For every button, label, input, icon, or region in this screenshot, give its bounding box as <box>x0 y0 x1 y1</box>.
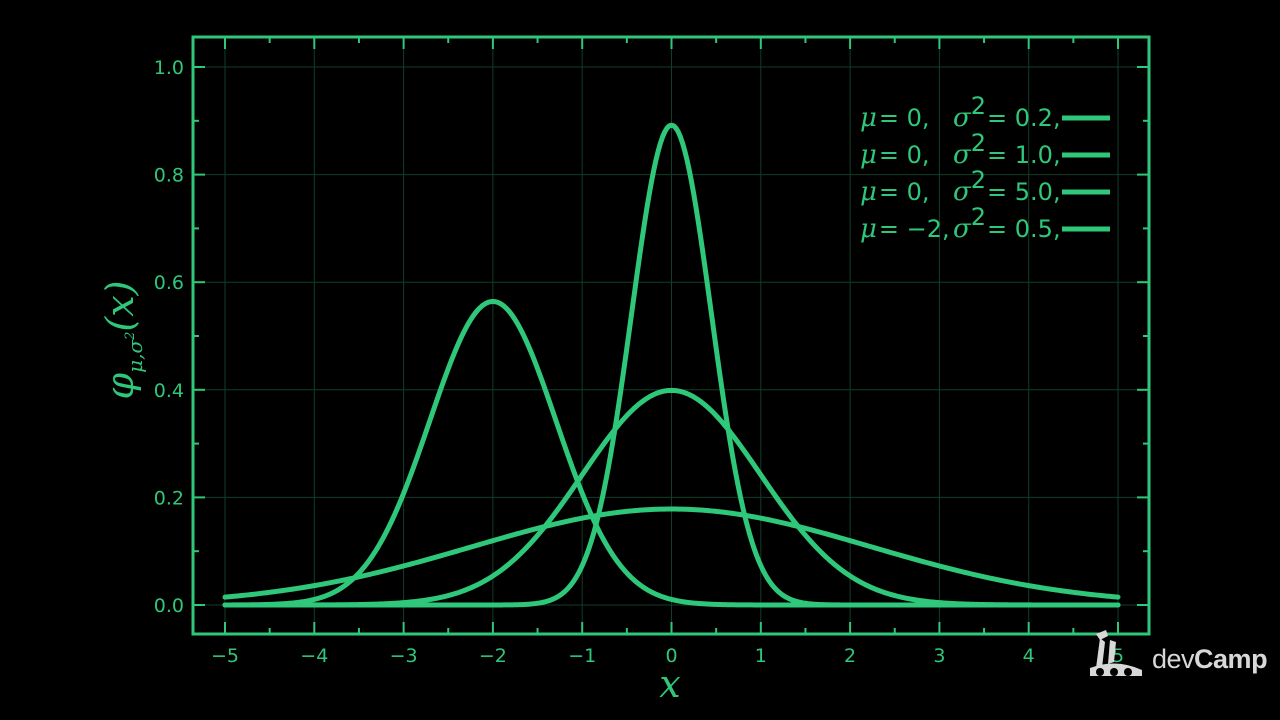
y-tick-labels: 0.0 0.2 0.4 0.6 0.8 1.0 <box>154 57 184 617</box>
legend-entry: μ= −2, σ2= 0.5, <box>860 203 1110 244</box>
y-axis-title-sub-sep: , <box>123 354 147 360</box>
y-axis-title-sub-sigma: σ <box>123 339 147 354</box>
x-tick-label: 1 <box>755 645 767 667</box>
legend-entry: μ= 0, σ2= 0.2, <box>860 92 1110 133</box>
devcamp-icon <box>1090 630 1142 676</box>
y-tick-label: 0.2 <box>154 487 184 509</box>
x-tick-label: 3 <box>933 645 945 667</box>
x-tick-label: 4 <box>1023 645 1035 667</box>
legend-sigma-label: σ2= 1.0, <box>953 129 1061 170</box>
x-tick-label: 0 <box>665 645 677 667</box>
legend-sigma-value: = 0.2, <box>987 104 1061 132</box>
legend-mu-value: = −2, <box>879 215 950 243</box>
x-tick-label: −5 <box>211 645 239 667</box>
x-axis-title: x <box>659 662 680 706</box>
y-axis-title-arg: (x) <box>98 281 142 332</box>
x-tick-labels: −5 −4 −3 −2 −1 0 1 2 3 4 5 <box>211 645 1124 667</box>
y-axis-title: φμ,σ2(x) <box>98 281 147 400</box>
legend-sigma-symbol: σ <box>953 177 972 207</box>
legend-sigma-sq: 2 <box>971 129 986 157</box>
x-tick-label: −4 <box>300 645 328 667</box>
legend-sigma-label: σ2= 0.5, <box>953 203 1061 244</box>
wordmark-bold: Camp <box>1194 644 1268 674</box>
legend-mu-label: μ= 0, <box>860 140 930 170</box>
series-line-3 <box>222 506 1121 600</box>
legend-mu-value: = 0, <box>879 104 930 132</box>
y-axis-title-sub-mu: μ <box>123 360 147 373</box>
legend-entry: μ= 0, σ2= 5.0, <box>860 166 1110 207</box>
axis-ticks <box>193 37 1149 634</box>
y-tick-label: 0.8 <box>154 165 184 187</box>
y-tick-label: 0.6 <box>154 272 184 294</box>
legend-sigma-value: = 5.0, <box>987 178 1061 206</box>
y-axis-title-sub-sq: 2 <box>123 332 138 341</box>
legend-mu-symbol: μ <box>860 177 877 207</box>
devcamp-logo: devCamp <box>1086 628 1268 680</box>
x-tick-label: −1 <box>568 645 596 667</box>
legend-mu-label: μ= 0, <box>860 103 930 133</box>
plot-frame <box>191 35 1151 636</box>
legend-mu-symbol: μ <box>860 103 877 133</box>
legend-mu-value: = 0, <box>879 141 930 169</box>
series-curves <box>222 122 1121 608</box>
legend-sigma-symbol: σ <box>953 214 972 244</box>
legend-sigma-sq: 2 <box>971 92 986 120</box>
legend: μ= 0, σ2= 0.2,μ= 0, σ2= 1.0,μ= 0, σ2= 5.0,μ… <box>860 92 1110 244</box>
legend-sigma-label: σ2= 0.2, <box>953 92 1061 133</box>
y-tick-label: 0.4 <box>154 380 184 402</box>
legend-sigma-sq: 2 <box>971 203 986 231</box>
legend-sigma-value: = 0.5, <box>987 215 1061 243</box>
x-tick-label: 2 <box>844 645 856 667</box>
legend-sigma-label: σ2= 5.0, <box>953 166 1061 207</box>
y-tick-label: 0.0 <box>154 595 184 617</box>
legend-sigma-sq: 2 <box>971 166 986 194</box>
y-axis-title-main: φ <box>98 373 142 400</box>
series-line-4 <box>222 298 1121 608</box>
legend-sigma-symbol: σ <box>953 140 972 170</box>
legend-sigma-symbol: σ <box>953 103 972 133</box>
legend-mu-label: μ= −2, <box>860 214 950 244</box>
legend-mu-value: = 0, <box>879 178 930 206</box>
y-tick-label: 1.0 <box>154 57 184 79</box>
legend-sigma-value: = 1.0, <box>987 141 1061 169</box>
legend-mu-symbol: μ <box>860 214 877 244</box>
legend-entry: μ= 0, σ2= 1.0, <box>860 129 1110 170</box>
legend-mu-label: μ= 0, <box>860 177 930 207</box>
legend-mu-symbol: μ <box>860 140 877 170</box>
devcamp-wordmark: devCamp <box>1152 644 1268 675</box>
wordmark-light: dev <box>1152 644 1195 674</box>
x-tick-label: −3 <box>390 645 418 667</box>
x-tick-label: −2 <box>479 645 507 667</box>
